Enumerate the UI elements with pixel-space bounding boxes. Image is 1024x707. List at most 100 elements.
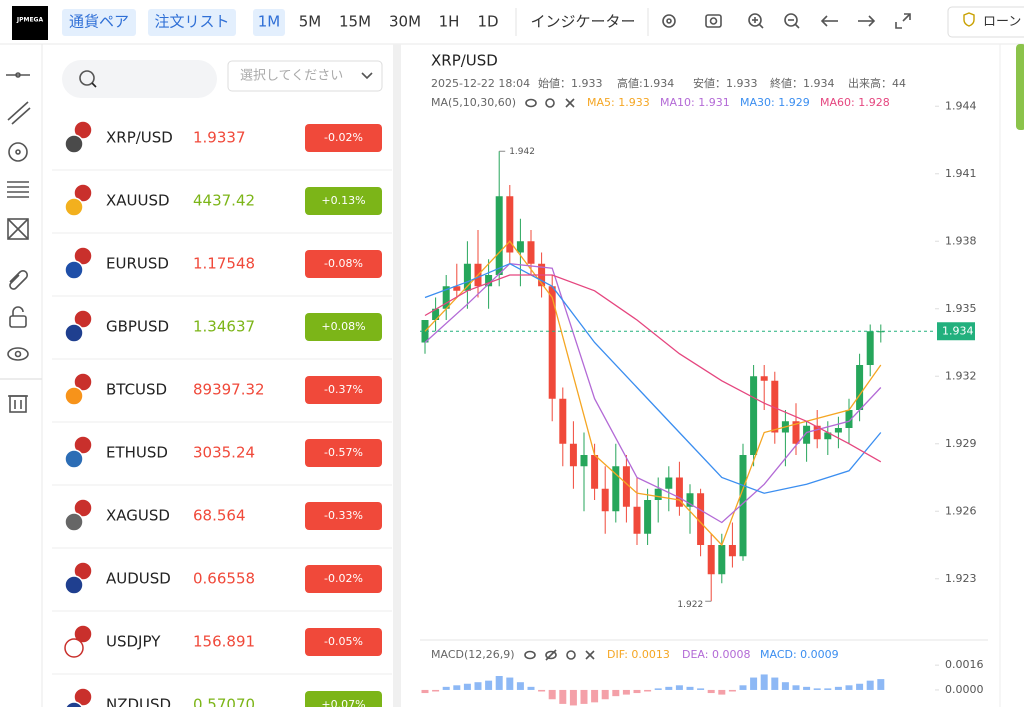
last-price-tag xyxy=(937,322,975,341)
drawing-tools[interactable] xyxy=(0,72,42,413)
ma-controls[interactable] xyxy=(525,98,575,108)
candle-body xyxy=(792,421,800,444)
candle-body xyxy=(463,263,471,291)
flag-base xyxy=(64,134,84,154)
timeframe[interactable]: 30M xyxy=(389,13,421,31)
symbol-change: -0.05% xyxy=(324,635,363,648)
select-box[interactable] xyxy=(227,60,383,92)
symbol-name[interactable]: NZDUSD xyxy=(106,696,171,707)
macd-bar xyxy=(548,689,556,700)
candle-body xyxy=(665,477,673,489)
candle-body xyxy=(559,398,567,444)
candle-body xyxy=(675,477,683,507)
symbol-name[interactable]: BTCUSD xyxy=(106,381,167,399)
candle-body xyxy=(813,425,821,440)
change-badge xyxy=(305,439,382,467)
ohlc-info: 2025-12-22 18:04 xyxy=(431,77,530,90)
macd-y-tick-label: 0.0016 xyxy=(945,658,984,671)
symbol-name[interactable]: USDJPY xyxy=(106,633,161,651)
flag-us xyxy=(73,309,93,329)
symbol-price: 89397.32 xyxy=(193,381,265,399)
tab[interactable] xyxy=(148,9,236,36)
macd-bar xyxy=(803,686,811,690)
symbol-change: -0.08% xyxy=(324,257,363,270)
macd-bar xyxy=(559,689,567,704)
change-badge xyxy=(305,502,382,530)
candle-body xyxy=(707,545,715,575)
timeframe[interactable]: 15M xyxy=(339,13,371,31)
symbol-change: -0.37% xyxy=(324,383,363,396)
flag-base xyxy=(65,701,83,707)
change-badge xyxy=(305,187,382,215)
tab[interactable] xyxy=(62,9,136,36)
candle-body xyxy=(866,331,874,365)
candle-body xyxy=(771,380,779,433)
macd-bar xyxy=(750,677,758,690)
candle-body xyxy=(824,432,832,440)
macd-dif: DIF: 0.0013 xyxy=(607,648,670,661)
symbol-name[interactable]: XRP/USD xyxy=(106,129,173,147)
ma-line xyxy=(424,240,882,547)
candle-body xyxy=(453,286,461,291)
change-badge xyxy=(305,250,382,278)
macd-bar xyxy=(718,689,726,695)
toolbar-icons[interactable] xyxy=(662,13,911,29)
timeframe[interactable]: 1H xyxy=(439,13,460,31)
symbol-name[interactable]: GBPUSD xyxy=(106,318,169,336)
timeframe[interactable]: 5M xyxy=(299,13,322,31)
ma-line xyxy=(424,262,882,494)
flag-base xyxy=(64,638,84,658)
macd-bar xyxy=(421,689,429,694)
flag-us xyxy=(73,435,93,455)
search-box[interactable] xyxy=(62,60,217,98)
search-icon xyxy=(79,70,95,86)
candle-body xyxy=(495,196,503,275)
candle-body xyxy=(569,443,577,467)
flag-us xyxy=(73,687,93,707)
symbol-price: 1.34637 xyxy=(193,318,255,336)
macd-bar xyxy=(612,689,620,697)
indicator-button[interactable]: インジケーター xyxy=(530,13,635,31)
symbol-change: -0.02% xyxy=(324,131,363,144)
macd-controls[interactable] xyxy=(524,649,595,661)
macd-bar xyxy=(760,674,768,690)
macd-y-tick-label: 0.0000 xyxy=(945,683,984,696)
flag-us xyxy=(73,561,93,581)
ma-line xyxy=(424,263,882,524)
candle-body xyxy=(803,425,811,444)
symbol-name[interactable]: AUDUSD xyxy=(106,570,171,588)
macd-bar xyxy=(495,676,503,690)
change-badge xyxy=(305,565,382,593)
flag-base xyxy=(64,512,84,532)
symbol-price: 156.891 xyxy=(193,633,255,651)
timeframe[interactable]: 1D xyxy=(477,13,498,31)
flag-base xyxy=(64,575,84,595)
symbol-change: +0.08% xyxy=(321,320,365,333)
macd-bar xyxy=(485,680,493,690)
symbol-name[interactable]: EURUSD xyxy=(106,255,169,273)
flag-base xyxy=(64,197,84,217)
y-tick-label: 1.935 xyxy=(945,302,977,315)
timeframe[interactable]: 1M xyxy=(258,13,281,31)
candle-body xyxy=(697,493,705,545)
side-tab[interactable] xyxy=(1016,44,1024,130)
macd-bar xyxy=(601,689,609,700)
macd-bar xyxy=(834,686,842,690)
macd-bar xyxy=(527,686,535,690)
logo[interactable] xyxy=(12,6,48,40)
symbol-name[interactable]: XAGUSD xyxy=(106,507,170,525)
login-text: ローン xyxy=(983,15,1021,30)
symbol-name[interactable]: XAUUSD xyxy=(106,192,170,210)
candle-body xyxy=(485,275,493,287)
macd-bar xyxy=(781,682,789,690)
macd-bar xyxy=(824,688,832,690)
candle-body xyxy=(760,376,768,381)
symbol-change: +0.13% xyxy=(321,194,365,207)
timeframe-active[interactable] xyxy=(253,9,285,36)
change-badge xyxy=(305,691,382,707)
symbol-name[interactable]: ETHUSD xyxy=(106,444,168,462)
macd-bar xyxy=(792,685,800,690)
macd-bar xyxy=(739,685,747,690)
candle-body xyxy=(845,410,853,428)
